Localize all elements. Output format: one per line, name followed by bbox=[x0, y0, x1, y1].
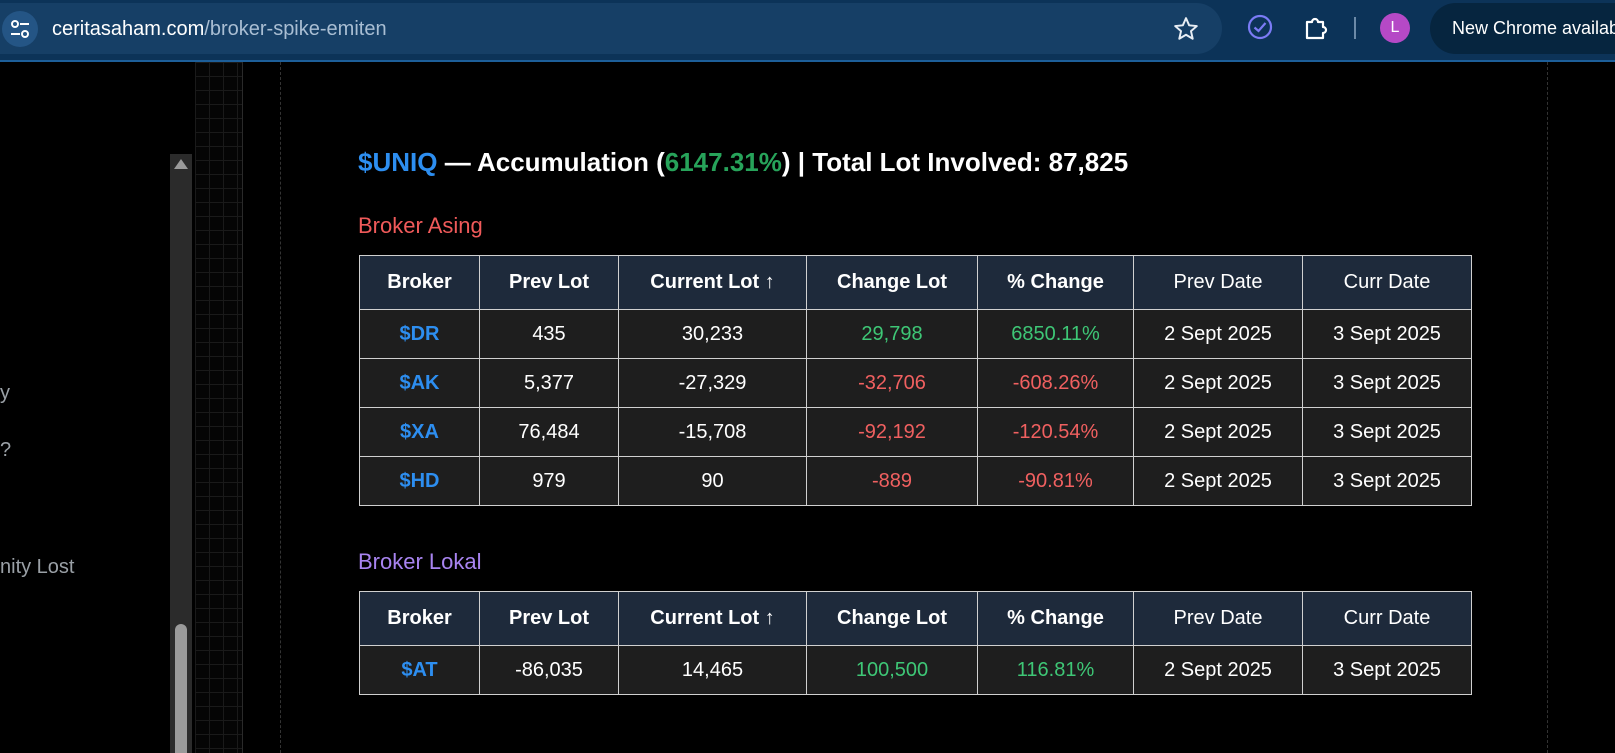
broker-asing-table: Broker Prev Lot Current Lot ↑ Change Lot… bbox=[359, 255, 1472, 506]
section-title-lokal: Broker Lokal bbox=[358, 549, 482, 574]
broker-cell[interactable]: $AK bbox=[359, 358, 480, 408]
curr-date-cell: 3 Sept 2025 bbox=[1302, 456, 1472, 506]
section-title-asing: Broker Asing bbox=[358, 213, 483, 238]
prev-lot-cell: 76,484 bbox=[479, 407, 619, 457]
current-lot-cell: 90 bbox=[618, 456, 807, 506]
broker-cell[interactable]: $XA bbox=[359, 407, 480, 457]
change-lot-cell: -889 bbox=[806, 456, 978, 506]
column-header-curr-date[interactable]: Curr Date bbox=[1302, 591, 1472, 646]
update-label: New Chrome availab bbox=[1452, 18, 1615, 38]
curr-date-cell: 3 Sept 2025 bbox=[1302, 645, 1472, 695]
broker-cell[interactable]: $AT bbox=[359, 645, 480, 695]
url-path: /broker-spike-emiten bbox=[204, 18, 387, 40]
prev-date-cell: 2 Sept 2025 bbox=[1133, 456, 1303, 506]
curr-date-cell: 3 Sept 2025 bbox=[1302, 407, 1472, 457]
headline-symbol: $UNIQ bbox=[358, 147, 438, 177]
broker-lokal-table: Broker Prev Lot Current Lot ↑ Change Lot… bbox=[359, 591, 1472, 695]
pct-change-cell: -90.81% bbox=[977, 456, 1134, 506]
prev-date-cell: 2 Sept 2025 bbox=[1133, 358, 1303, 408]
url-host: ceritasaham.com bbox=[52, 18, 205, 40]
bookmark-star-icon[interactable] bbox=[1173, 16, 1199, 42]
browser-toolbar: ceritasaham.com/broker-spike-emiten L Ne… bbox=[0, 0, 1615, 62]
content-guide-right bbox=[1547, 62, 1548, 753]
column-header-prev-date[interactable]: Prev Date bbox=[1133, 255, 1303, 310]
grid-background-strip bbox=[195, 62, 243, 753]
scroll-up-arrow-icon[interactable] bbox=[173, 157, 189, 171]
prev-lot-cell: -86,035 bbox=[479, 645, 619, 695]
prev-lot-cell: 435 bbox=[479, 309, 619, 359]
sidebar-item-fragment-3[interactable]: nity Lost bbox=[0, 556, 75, 578]
table-row: $HD 979 90 -889 -90.81% 2 Sept 2025 3 Sept 202… bbox=[359, 456, 1472, 506]
current-lot-cell: 30,233 bbox=[618, 309, 807, 359]
table-header-row: Broker Prev Lot Current Lot ↑ Change Lot… bbox=[359, 591, 1472, 646]
current-lot-cell: -15,708 bbox=[618, 407, 807, 457]
curr-date-cell: 3 Sept 2025 bbox=[1302, 358, 1472, 408]
table-row: $AT -86,035 14,465 100,500 116.81% 2 Sept 202… bbox=[359, 645, 1472, 695]
change-lot-cell: -32,706 bbox=[806, 358, 978, 408]
column-header-prev-date[interactable]: Prev Date bbox=[1133, 591, 1303, 646]
column-header-current-lot[interactable]: Current Lot ↑ bbox=[618, 591, 807, 646]
column-header-prev-lot[interactable]: Prev Lot bbox=[479, 255, 619, 310]
headline-percent: 6147.31% bbox=[664, 147, 782, 177]
prev-date-cell: 2 Sept 2025 bbox=[1133, 645, 1303, 695]
table-row: $AK 5,377 -27,329 -32,706 -608.26% 2 Sept 202… bbox=[359, 358, 1472, 408]
current-lot-cell: -27,329 bbox=[618, 358, 807, 408]
broker-cell[interactable]: $DR bbox=[359, 309, 480, 359]
change-lot-cell: 29,798 bbox=[806, 309, 978, 359]
sidebar-item-fragment-1[interactable]: y bbox=[0, 382, 10, 404]
prev-date-cell: 2 Sept 2025 bbox=[1133, 309, 1303, 359]
column-header-curr-date[interactable]: Curr Date bbox=[1302, 255, 1472, 310]
scrollbar-thumb[interactable] bbox=[175, 624, 187, 753]
extensions-puzzle-icon[interactable] bbox=[1302, 13, 1330, 41]
profile-avatar[interactable]: L bbox=[1380, 13, 1410, 43]
broker-asing-rows: $DR 435 30,233 29,798 6850.11% 2 Sept 2025 3 S… bbox=[359, 309, 1472, 506]
pct-change-cell: -120.54% bbox=[977, 407, 1134, 457]
pct-change-cell: 6850.11% bbox=[977, 309, 1134, 359]
url-text[interactable]: ceritasaham.com/broker-spike-emiten bbox=[52, 18, 387, 41]
column-header-pct-change[interactable]: % Change bbox=[977, 591, 1134, 646]
broker-lokal-rows: $AT -86,035 14,465 100,500 116.81% 2 Sept 202… bbox=[359, 645, 1472, 695]
prev-lot-cell: 979 bbox=[479, 456, 619, 506]
toolbar-divider bbox=[1354, 17, 1356, 39]
site-info-icon[interactable] bbox=[2, 11, 38, 47]
column-header-change-lot[interactable]: Change Lot bbox=[806, 591, 978, 646]
column-header-pct-change[interactable]: % Change bbox=[977, 255, 1134, 310]
column-header-broker[interactable]: Broker bbox=[359, 255, 480, 310]
current-lot-cell: 14,465 bbox=[618, 645, 807, 695]
column-header-prev-lot[interactable]: Prev Lot bbox=[479, 591, 619, 646]
table-row: $DR 435 30,233 29,798 6850.11% 2 Sept 2025 3 S… bbox=[359, 309, 1472, 359]
change-lot-cell: 100,500 bbox=[806, 645, 978, 695]
address-bar[interactable]: ceritasaham.com/broker-spike-emiten bbox=[0, 3, 1222, 54]
table-header-row: Broker Prev Lot Current Lot ↑ Change Lot… bbox=[359, 255, 1472, 310]
column-header-change-lot[interactable]: Change Lot bbox=[806, 255, 978, 310]
table-row: $XA 76,484 -15,708 -92,192 -120.54% 2 Sept 20… bbox=[359, 407, 1472, 457]
pct-change-cell: -608.26% bbox=[977, 358, 1134, 408]
content-guide-left bbox=[280, 62, 281, 753]
headline-text-1: — Accumulation ( bbox=[437, 147, 665, 177]
page-headline: $UNIQ — Accumulation (6147.31%) | Total … bbox=[358, 147, 1128, 178]
headline-text-2: ) | Total Lot Involved: 87,825 bbox=[781, 147, 1129, 177]
change-lot-cell: -92,192 bbox=[806, 407, 978, 457]
prev-lot-cell: 5,377 bbox=[479, 358, 619, 408]
pct-change-cell: 116.81% bbox=[977, 645, 1134, 695]
chrome-update-button[interactable]: New Chrome availab bbox=[1430, 3, 1615, 54]
sidebar-scrollbar[interactable] bbox=[170, 154, 192, 753]
broker-cell[interactable]: $HD bbox=[359, 456, 480, 506]
curr-date-cell: 3 Sept 2025 bbox=[1302, 309, 1472, 359]
extension-check-icon[interactable] bbox=[1247, 14, 1273, 40]
sidebar: y ? nity Lost bbox=[0, 62, 195, 753]
column-header-current-lot[interactable]: Current Lot ↑ bbox=[618, 255, 807, 310]
prev-date-cell: 2 Sept 2025 bbox=[1133, 407, 1303, 457]
column-header-broker[interactable]: Broker bbox=[359, 591, 480, 646]
sidebar-item-fragment-2[interactable]: ? bbox=[0, 439, 12, 461]
